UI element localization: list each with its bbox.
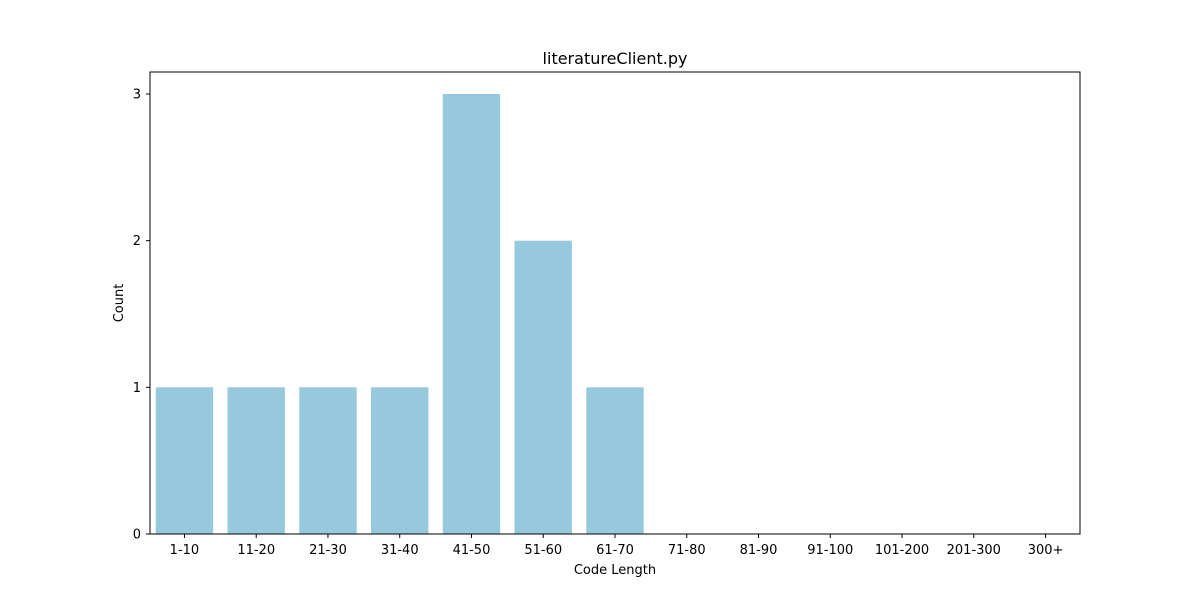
bar-1-10: [155, 387, 214, 534]
bar-21-30: [299, 387, 357, 534]
y-axis-ticks: 0 1 2 3: [133, 88, 150, 543]
x-tick-label: 201-300: [947, 543, 1001, 558]
bars-group: [155, 94, 644, 534]
x-tick-label: 21-30: [309, 543, 347, 558]
x-tick-label: 31-40: [381, 543, 419, 558]
x-tick-label: 91-100: [807, 543, 853, 558]
chart-title: literatureClient.py: [543, 49, 688, 68]
bar-61-70: [586, 387, 644, 534]
bar-11-20: [227, 387, 285, 534]
bar-31-40: [371, 387, 429, 534]
bar-41-50: [442, 94, 501, 534]
x-tick-label: 81-90: [740, 543, 778, 558]
x-tick-label: 71-80: [668, 543, 706, 558]
y-tick-label: 2: [133, 234, 141, 249]
x-tick-label: 61-70: [596, 543, 634, 558]
x-tick-label: 51-60: [524, 543, 562, 558]
y-tick-label: 0: [133, 528, 141, 543]
x-tick-label: 11-20: [237, 543, 275, 558]
bar-51-60: [514, 240, 572, 534]
x-axis-label: Code Length: [574, 563, 656, 578]
y-tick-label: 1: [133, 381, 141, 396]
x-tick-label: 300+: [1028, 543, 1064, 558]
x-tick-label: 41-50: [453, 543, 491, 558]
x-tick-label: 101-200: [875, 543, 929, 558]
x-axis-ticks: 1-10 11-20 21-30 31-40 41-50 51-60 61-70 71-80 8…: [170, 534, 1064, 558]
x-tick-label: 1-10: [170, 543, 200, 558]
y-axis-label: Count: [112, 284, 127, 323]
y-tick-label: 3: [133, 88, 141, 103]
